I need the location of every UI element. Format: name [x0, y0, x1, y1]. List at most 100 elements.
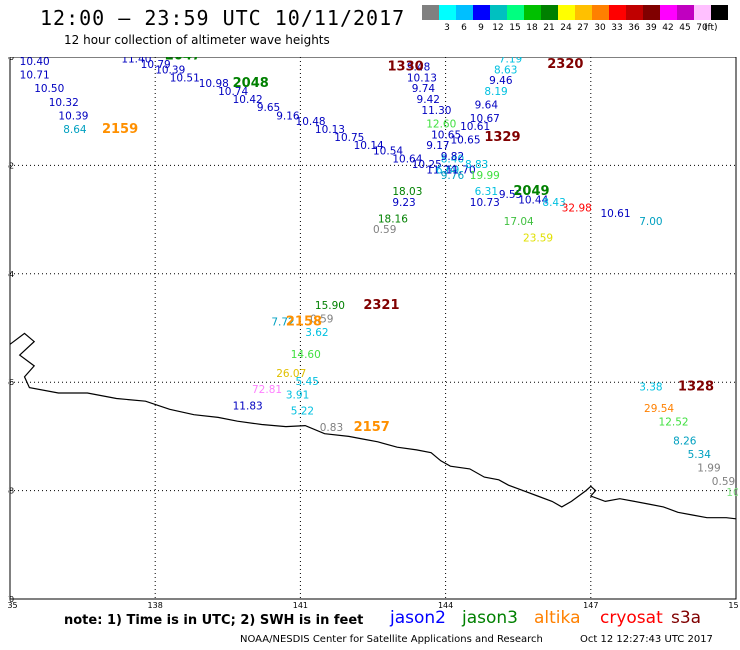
- generation-timestamp: Oct 12 12:27:43 UTC 2017: [580, 634, 713, 645]
- lon-tick-label: 147: [583, 601, 598, 609]
- wave-height-label: 10.98: [199, 78, 229, 90]
- wave-height-label: 5.22: [291, 406, 314, 418]
- wave-height-label: 10.75: [334, 132, 364, 144]
- legend-swatch: [490, 5, 507, 20]
- legend-label: 27: [577, 23, 589, 33]
- footnote: note: 1) Time is in UTC; 2) SWH is in fe…: [64, 613, 364, 628]
- wave-height-label: 18.03: [392, 186, 422, 198]
- legend-label: 12: [492, 23, 504, 33]
- wave-height-label: 9.76: [441, 170, 465, 182]
- wave-height-label: 10.65: [450, 135, 480, 147]
- lat-tick-label: -60: [8, 57, 14, 62]
- lat-tick-label: -62: [8, 161, 14, 170]
- pass-number-label: 2157: [354, 420, 390, 435]
- wave-height-label: 10.67: [470, 113, 500, 125]
- wave-height-label: 10.39: [58, 110, 88, 122]
- lat-tick-label: -70: [8, 595, 14, 604]
- wave-height-label: 8.26: [673, 436, 697, 448]
- wave-height-label: 5.45: [296, 376, 319, 388]
- lat-tick-label: -68: [8, 487, 14, 496]
- map-subtitle: 12 hour collection of altimeter wave hei…: [64, 33, 330, 47]
- wave-height-label: 7.19: [499, 57, 522, 65]
- legend-label: 6: [461, 23, 467, 33]
- wave-height-label: 10.13: [315, 124, 345, 136]
- legend-label: 9: [478, 23, 484, 33]
- wave-height-label: 8.63: [494, 64, 517, 76]
- mission-label-cryosat: cryosat: [600, 608, 663, 628]
- wave-height-label: 3.62: [305, 327, 328, 339]
- wave-height-label: 10.65: [431, 129, 461, 141]
- wave-height-label: 10.13: [407, 72, 437, 84]
- wave-height-label: 9.82: [441, 151, 464, 163]
- wave-height-label: 32.98: [562, 202, 592, 214]
- wave-height-label: 72.81: [252, 384, 282, 396]
- wave-height-label: 10.51: [170, 72, 200, 84]
- legend-swatch: [422, 5, 439, 20]
- wave-height-label: 19.99: [470, 170, 500, 182]
- lon-tick-label: 141: [293, 601, 308, 609]
- legend-swatch: [473, 5, 490, 20]
- legend-label: 39: [645, 23, 657, 33]
- wave-height-label: 26.07: [276, 368, 306, 380]
- legend-label: 24: [560, 23, 572, 33]
- wave-height-label: 10.40: [20, 57, 50, 68]
- mission-label-jason3: jason3: [462, 608, 518, 628]
- wave-height-label: 17.04: [504, 216, 534, 228]
- wave-height-label: 10.54: [373, 146, 403, 158]
- map-title: 12:00 – 23:59 UTC 10/11/2017: [40, 6, 406, 30]
- wave-height-label: 10.79: [141, 59, 171, 71]
- legend-label: 3: [444, 23, 450, 33]
- pass-number-label: 1328: [678, 379, 714, 394]
- legend-label: 21: [543, 23, 555, 33]
- wave-height-label: 9.65: [257, 102, 280, 114]
- legend-swatch: [660, 5, 677, 20]
- wave-height-label: 9.55: [499, 189, 522, 201]
- legend-swatch: [643, 5, 660, 20]
- wave-height-label: 10: [726, 487, 738, 499]
- wave-height-label: 8.43: [542, 197, 565, 209]
- wave-height-label: 11.40: [121, 57, 151, 65]
- wave-height-label: 9.42: [417, 94, 440, 106]
- wave-height-label: 10.71: [20, 70, 50, 82]
- wave-height-label: 10.32: [49, 97, 79, 109]
- wave-height-label: 10.44: [518, 194, 548, 206]
- pass-number-label: 2159: [102, 122, 138, 137]
- lon-tick-label: 138: [148, 601, 163, 609]
- pass-number-label: 2321: [363, 298, 399, 313]
- wave-height-map: 135 138 141 144 147 150 -60 -62 -64 -66 -68 -70 10.4…: [8, 57, 738, 609]
- mission-label-altika: altika: [534, 608, 581, 628]
- wave-height-label: 10.50: [34, 83, 64, 95]
- legend-swatch: [609, 5, 626, 20]
- wave-height-label: 29.54: [644, 403, 674, 415]
- wave-height-label: 11.24: [426, 165, 456, 177]
- legend-swatch: [592, 5, 609, 20]
- pass-number-label: 1329: [484, 130, 520, 145]
- wave-height-label: 10.42: [233, 94, 263, 106]
- legend-swatch: [711, 5, 728, 20]
- legend-swatch: [677, 5, 694, 20]
- wave-height-label: 10.61: [600, 208, 630, 220]
- mission-label-jason2: jason2: [390, 608, 446, 628]
- wave-height-label: 9.64: [475, 99, 499, 111]
- wave-height-label: 10.48: [296, 116, 326, 128]
- legend-swatch: [507, 5, 524, 20]
- wave-height-label: 8.40: [441, 154, 464, 166]
- legend-label: 18: [526, 23, 538, 33]
- wave-height-label: 9.46: [489, 75, 513, 87]
- legend-swatch: [558, 5, 575, 20]
- legend-swatch: [439, 5, 456, 20]
- wave-height-label: 8.19: [484, 86, 507, 98]
- lon-tick-label: 135: [8, 601, 18, 609]
- wave-height-label: 10.14: [354, 140, 384, 152]
- pass-number-label: 2049: [513, 184, 549, 199]
- wave-height-label: 8.83: [465, 159, 488, 171]
- wave-height-label: 1.99: [697, 463, 720, 475]
- legend-label: 45: [679, 23, 691, 33]
- wave-height-label: 11.83: [233, 400, 263, 412]
- wave-height-label: 10.61: [460, 121, 490, 133]
- wave-height-label: 9.17: [426, 140, 449, 152]
- lon-tick-label: 150: [728, 601, 738, 609]
- pass-number-label: 1330: [388, 60, 424, 75]
- legend-label: 42: [662, 23, 674, 33]
- wave-height-label: 9.16: [276, 110, 300, 122]
